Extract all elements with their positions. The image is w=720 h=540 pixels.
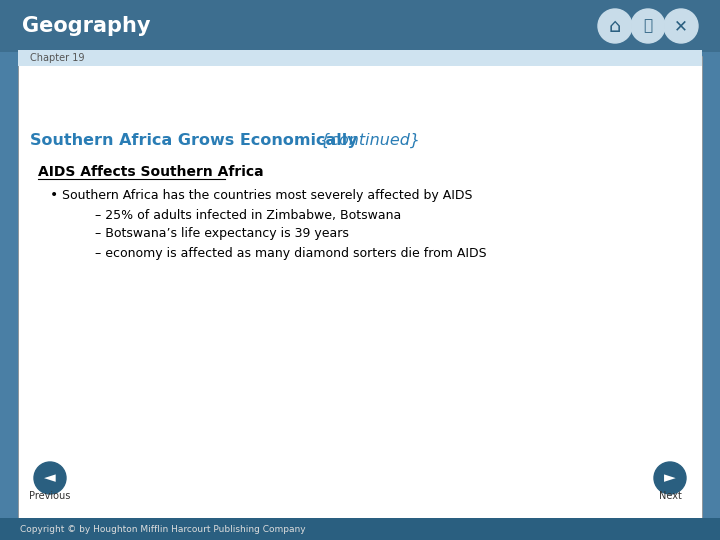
Text: Copyright © by Houghton Mifflin Harcourt Publishing Company: Copyright © by Houghton Mifflin Harcourt… [20,524,305,534]
Text: ►: ► [664,470,676,485]
Text: {continued}: {continued} [315,132,420,147]
FancyBboxPatch shape [0,518,720,540]
Circle shape [598,9,632,43]
Text: ⌂: ⌂ [609,17,621,36]
Text: Next: Next [659,491,681,501]
FancyBboxPatch shape [18,50,702,66]
Text: – 25% of adults infected in Zimbabwe, Botswana: – 25% of adults infected in Zimbabwe, Bo… [95,208,401,221]
Text: •: • [50,188,58,202]
Text: AIDS Affects Southern Africa: AIDS Affects Southern Africa [38,165,264,179]
Circle shape [34,462,66,494]
Text: ◄: ◄ [44,470,56,485]
Text: Chapter 19: Chapter 19 [30,53,84,63]
Text: – economy is affected as many diamond sorters die from AIDS: – economy is affected as many diamond so… [95,246,487,260]
FancyBboxPatch shape [0,0,720,52]
Text: ⎙: ⎙ [644,18,652,33]
Circle shape [654,462,686,494]
Text: Southern Africa Grows Economically: Southern Africa Grows Economically [30,132,358,147]
Text: ✕: ✕ [674,17,688,35]
FancyBboxPatch shape [18,56,702,518]
Circle shape [664,9,698,43]
Text: Previous: Previous [30,491,71,501]
Text: Geography: Geography [22,16,150,36]
Text: Southern Africa has the countries most severely affected by AIDS: Southern Africa has the countries most s… [62,188,472,201]
Text: – Botswana’s life expectancy is 39 years: – Botswana’s life expectancy is 39 years [95,227,349,240]
Circle shape [631,9,665,43]
